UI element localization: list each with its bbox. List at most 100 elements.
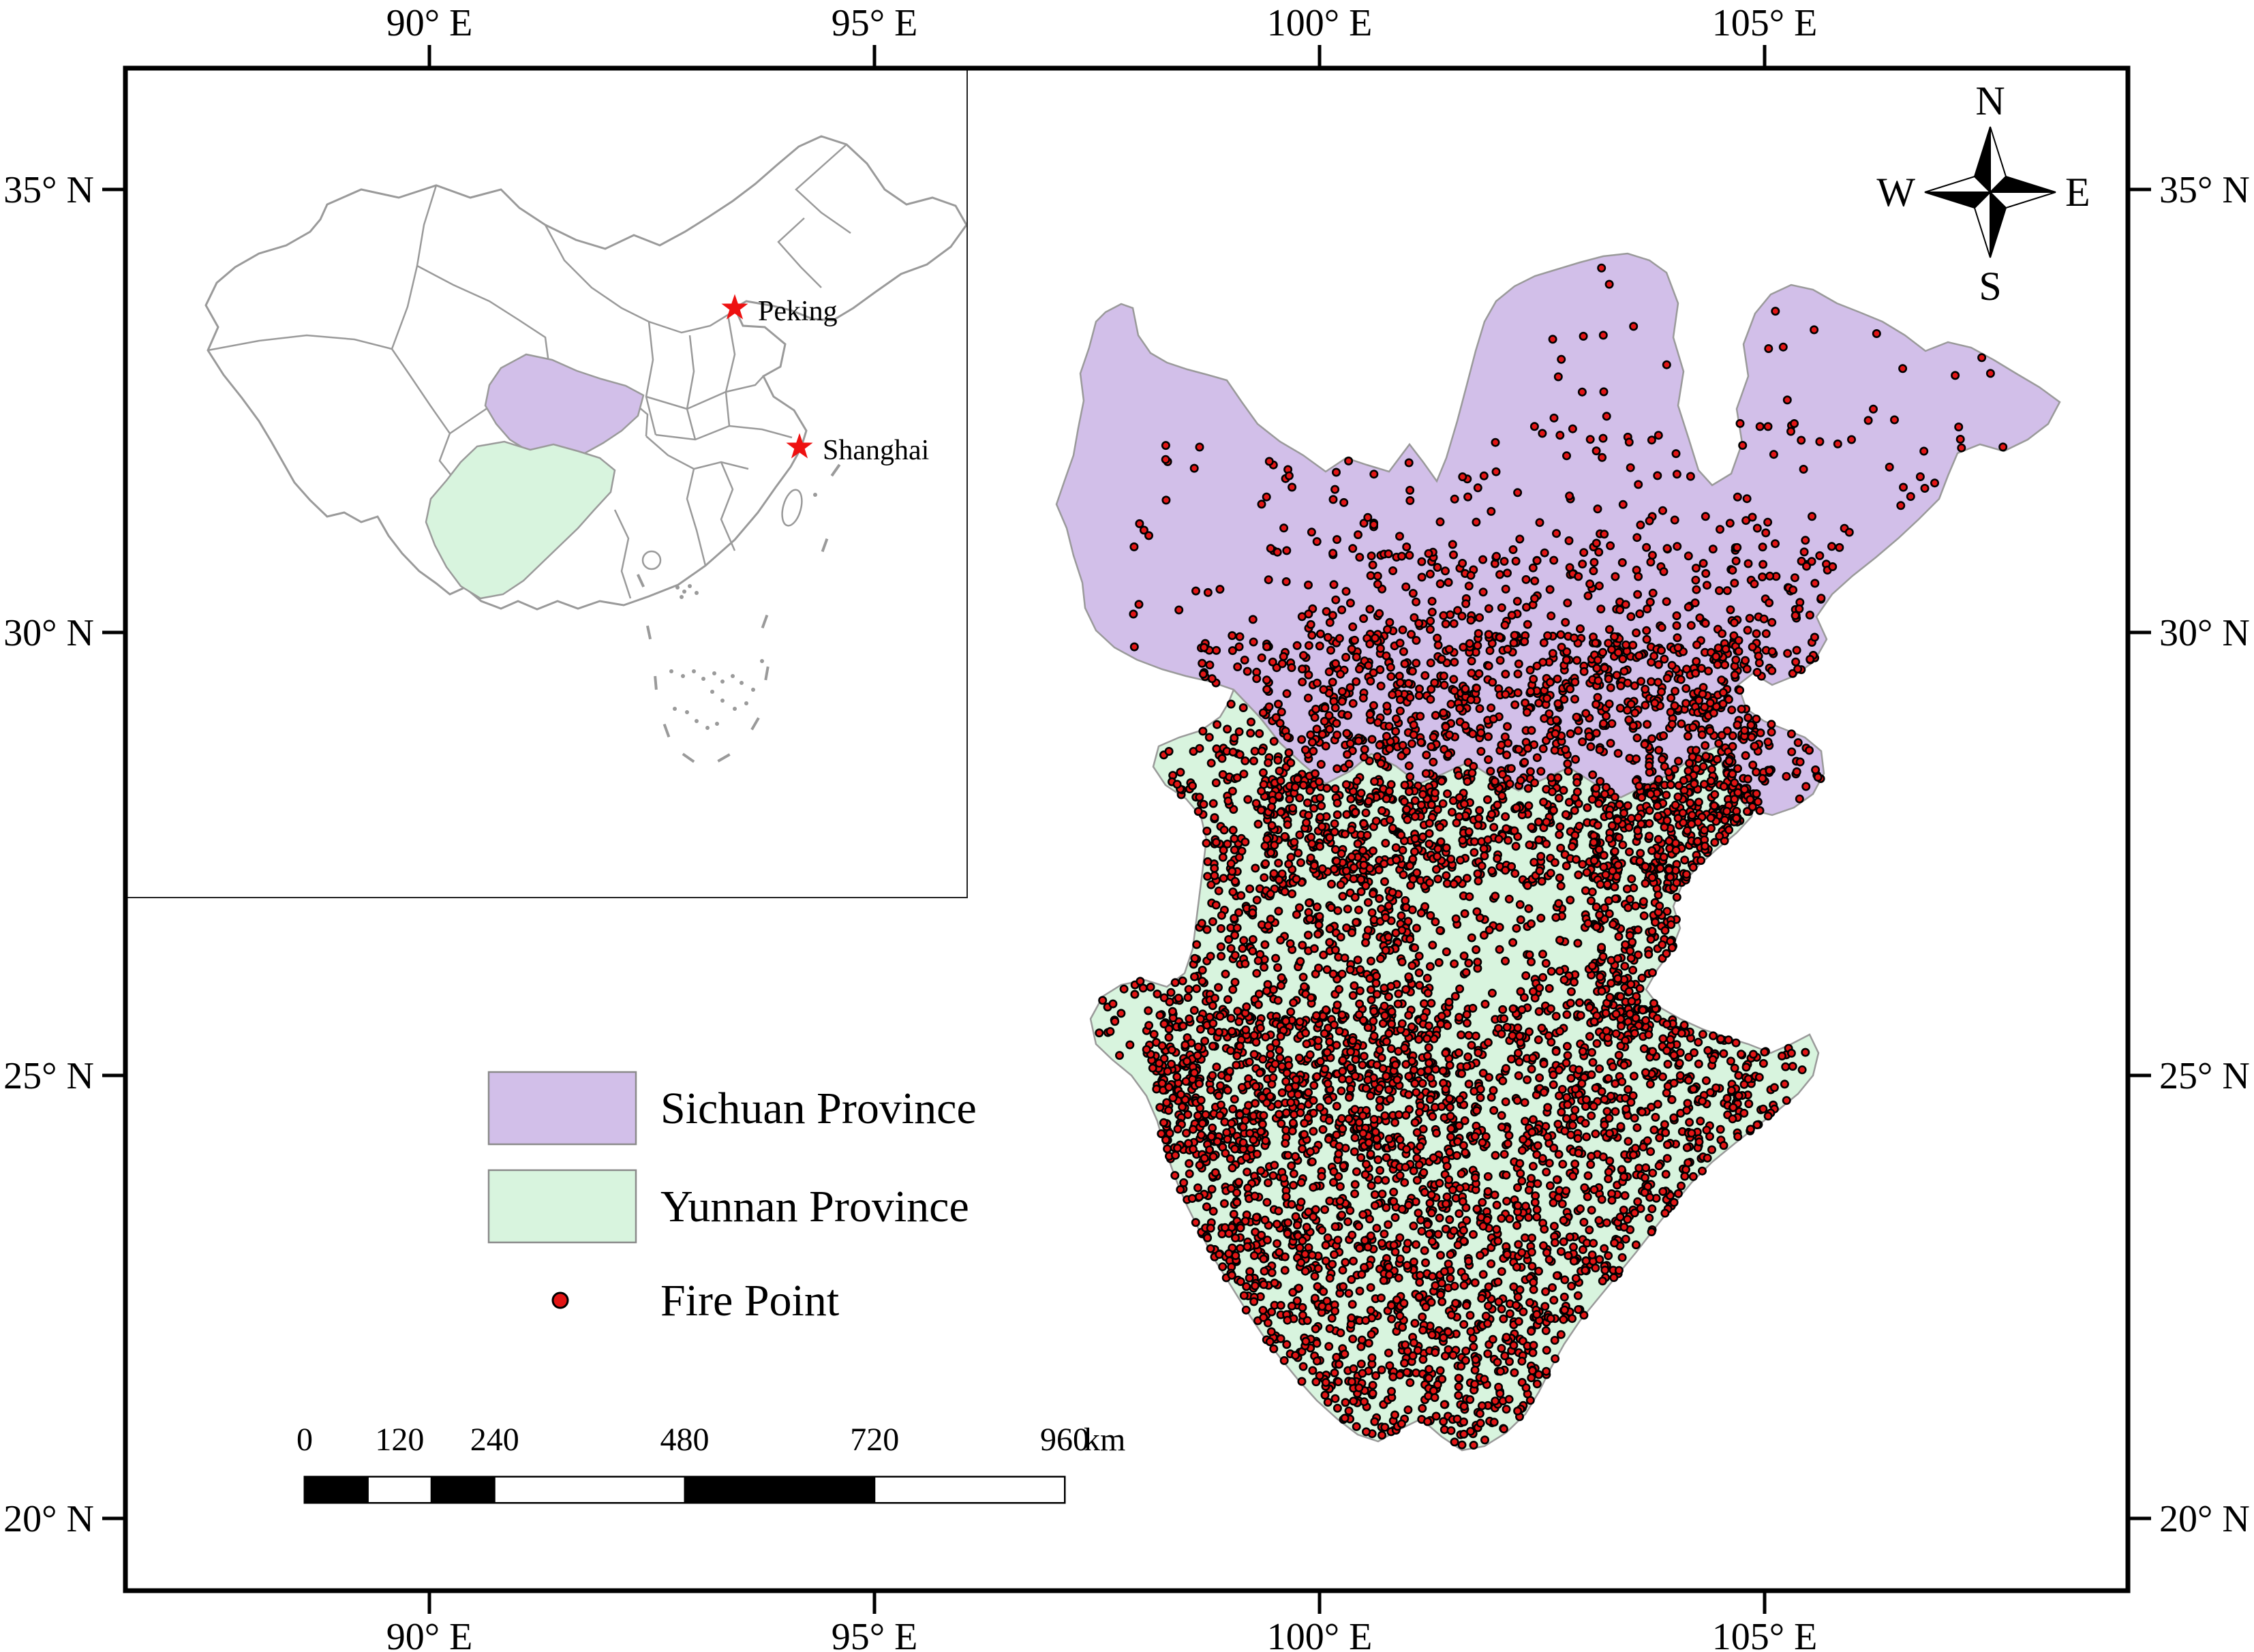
fire-point bbox=[1305, 1050, 1315, 1060]
fire-point bbox=[1433, 874, 1443, 884]
fire-point bbox=[1424, 1021, 1433, 1030]
fire-point bbox=[1416, 1142, 1425, 1151]
fire-point bbox=[1659, 853, 1669, 862]
fire-point bbox=[1338, 1266, 1347, 1275]
fire-point bbox=[1524, 904, 1534, 913]
fire-point bbox=[1633, 1197, 1643, 1206]
fire-point bbox=[1501, 866, 1510, 875]
fire-point bbox=[1587, 795, 1597, 804]
fire-point bbox=[1433, 1229, 1443, 1239]
fire-point bbox=[1643, 1136, 1652, 1146]
fire-point bbox=[1551, 913, 1561, 922]
fire-point bbox=[1645, 819, 1654, 828]
fire-point bbox=[1173, 1125, 1183, 1134]
fire-point bbox=[1108, 999, 1118, 1009]
fire-point bbox=[1558, 1159, 1568, 1169]
fire-point bbox=[1528, 1161, 1538, 1171]
fire-point bbox=[1739, 1108, 1749, 1118]
fire-point bbox=[1309, 1096, 1318, 1105]
fire-point bbox=[1243, 1183, 1253, 1193]
fire-point bbox=[1666, 780, 1675, 790]
fire-point bbox=[1262, 675, 1272, 685]
fire-point bbox=[1698, 1166, 1707, 1176]
fire-point bbox=[1604, 674, 1613, 684]
fire-point bbox=[1512, 803, 1521, 812]
fire-point bbox=[1555, 822, 1565, 831]
fire-point bbox=[1210, 863, 1219, 873]
fire-point bbox=[1604, 1251, 1613, 1261]
fire-point bbox=[1514, 659, 1523, 669]
fire-point bbox=[1549, 806, 1558, 815]
fire-point bbox=[1388, 887, 1397, 897]
fire-point bbox=[1195, 793, 1204, 802]
fire-point bbox=[1561, 745, 1570, 754]
fire-point bbox=[1445, 1215, 1455, 1225]
fire-point bbox=[1178, 1102, 1187, 1112]
fire-point bbox=[1512, 923, 1521, 933]
fire-point bbox=[1489, 1086, 1498, 1095]
fire-point bbox=[1805, 610, 1814, 620]
fire-point bbox=[1403, 1261, 1412, 1270]
fire-point bbox=[1218, 853, 1228, 862]
fire-point bbox=[1298, 940, 1307, 950]
fire-point bbox=[1277, 1119, 1286, 1129]
fire-point bbox=[1503, 568, 1512, 578]
fire-point bbox=[1523, 784, 1533, 793]
fire-point bbox=[1110, 1017, 1120, 1026]
fire-point bbox=[1404, 1011, 1414, 1020]
fire-point bbox=[1594, 581, 1604, 591]
fire-point bbox=[1455, 1184, 1465, 1193]
fire-point bbox=[1476, 1418, 1485, 1428]
fire-point bbox=[1405, 861, 1415, 870]
fire-point bbox=[1212, 1062, 1221, 1072]
fire-point bbox=[1586, 742, 1596, 752]
fire-point bbox=[1660, 654, 1669, 664]
fire-point bbox=[1550, 1238, 1559, 1247]
fire-point bbox=[1462, 1010, 1472, 1020]
fire-point bbox=[1576, 1011, 1585, 1020]
fire-point bbox=[1298, 1236, 1307, 1246]
fire-point bbox=[1619, 808, 1629, 818]
fire-point bbox=[1319, 1287, 1328, 1296]
fire-point bbox=[1228, 1163, 1237, 1173]
fire-point bbox=[1427, 1237, 1437, 1246]
fire-point bbox=[1574, 726, 1583, 735]
fire-point bbox=[1699, 559, 1708, 568]
fire-point bbox=[1640, 1188, 1649, 1197]
fire-point bbox=[1748, 1050, 1758, 1059]
fire-point bbox=[1450, 959, 1459, 968]
fire-point bbox=[1260, 962, 1269, 972]
fire-point bbox=[1414, 1208, 1423, 1218]
fire-point bbox=[1520, 758, 1529, 767]
fire-point bbox=[1409, 1166, 1418, 1176]
fire-point bbox=[1525, 950, 1534, 960]
fire-point bbox=[1409, 1338, 1418, 1347]
fire-point bbox=[1254, 990, 1264, 999]
fire-point bbox=[1219, 825, 1229, 835]
fire-point bbox=[1435, 823, 1445, 832]
fire-point bbox=[1565, 1232, 1574, 1242]
fire-point bbox=[1360, 1170, 1370, 1180]
fire-point bbox=[1487, 866, 1497, 876]
fire-point bbox=[1515, 900, 1525, 909]
fire-point bbox=[1728, 1103, 1738, 1112]
fire-point bbox=[1206, 951, 1215, 961]
fire-point bbox=[1542, 694, 1552, 703]
fire-point bbox=[1385, 815, 1395, 825]
fire-point bbox=[1483, 1172, 1493, 1181]
fire-point bbox=[1288, 1118, 1298, 1128]
fire-point bbox=[1306, 1147, 1315, 1157]
fire-point bbox=[1556, 881, 1566, 891]
fire-point bbox=[1754, 1073, 1764, 1082]
fire-point bbox=[1733, 1132, 1743, 1142]
fire-point bbox=[1633, 826, 1643, 836]
fire-point bbox=[1428, 1112, 1437, 1121]
fire-point bbox=[1277, 973, 1286, 983]
fire-point bbox=[1597, 986, 1606, 996]
fire-point bbox=[1591, 1129, 1600, 1139]
fire-point bbox=[1653, 801, 1662, 811]
fire-point bbox=[1369, 668, 1378, 677]
fire-point bbox=[1356, 1153, 1366, 1163]
fire-point bbox=[1702, 1125, 1711, 1135]
fire-point bbox=[1509, 638, 1519, 647]
